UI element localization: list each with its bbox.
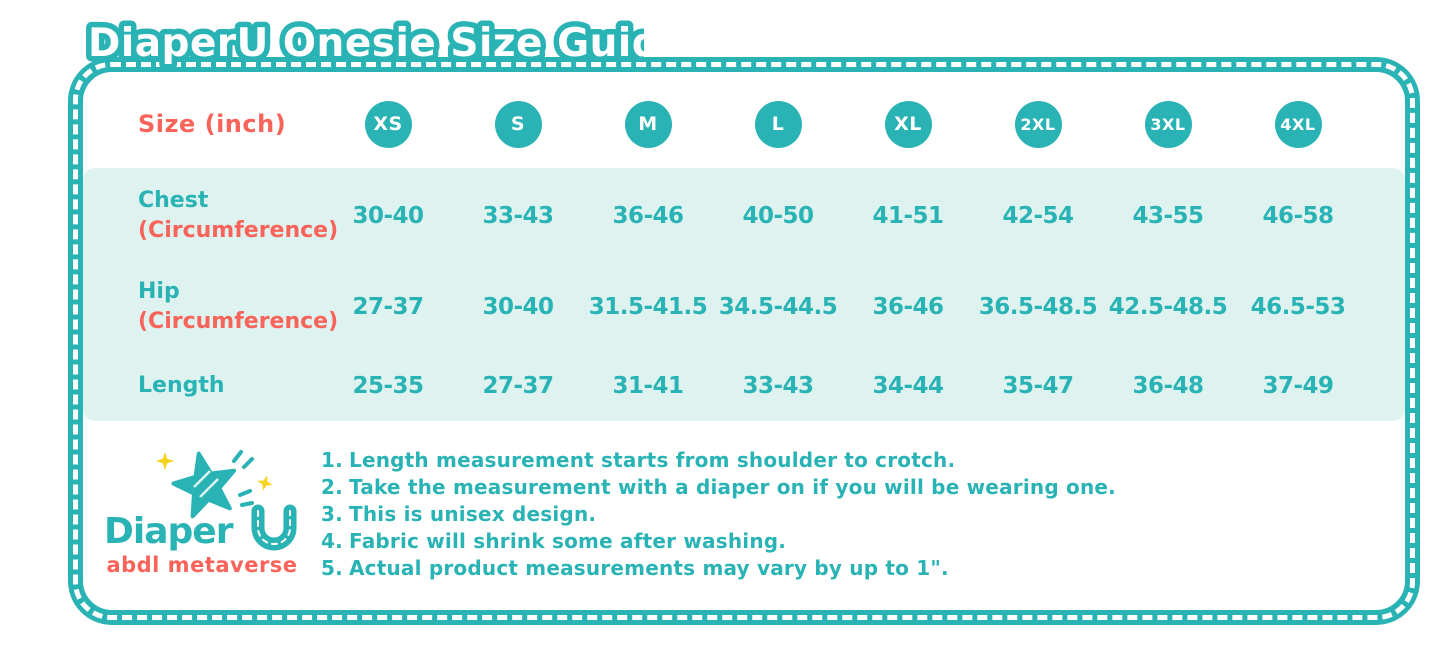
size-badge-2xl: 2XL [1014, 100, 1062, 148]
column-header-s: S [453, 100, 583, 148]
page-title-text: DiaperU Onesie Size Guide [88, 21, 644, 66]
column-header-xl: XL [843, 100, 973, 148]
column-header-l: L [713, 100, 843, 148]
size-badge-xl: XL [884, 100, 932, 148]
chest-value-m: 36-46 [612, 202, 684, 229]
column-header-2xl: 2XL [973, 100, 1103, 148]
brand-name-text: Diaper [104, 511, 234, 552]
board-inner: Size (inch) XS S M L XL 2XL 3XL [83, 72, 1405, 610]
hip-value-xs: 27-37 [352, 294, 424, 320]
row-label-chest: Chest (Circumference) [83, 186, 339, 245]
brand-tagline: abdl metaverse [106, 553, 298, 577]
footer-section: Diaper abdl metaverse 1. Length measurem… [83, 421, 1405, 582]
size-badge-l: L [754, 100, 802, 148]
column-header-m: M [583, 100, 713, 148]
sparkle-dash2-icon [238, 489, 254, 507]
page-title: DiaperU Onesie Size Guide [83, 10, 693, 72]
note-text: Actual product measurements may vary by … [349, 556, 949, 580]
row-label-length: Length [83, 371, 323, 401]
size-badge-xs: XS [364, 100, 412, 148]
chest-value-4xl: 46-58 [1262, 202, 1334, 229]
note-text: Fabric will shrink some after washing. [349, 529, 787, 553]
sparkle-dash-icon [232, 450, 254, 469]
length-value-4xl: 37-49 [1262, 373, 1334, 399]
chest-value-l: 40-50 [742, 202, 814, 229]
hip-value-2xl: 36.5-48.5 [978, 294, 1098, 320]
page-title-svg: DiaperU Onesie Size Guide [83, 16, 693, 72]
hip-value-l: 34.5-44.5 [718, 294, 838, 320]
row-label-length-main: Length [138, 373, 225, 399]
size-badge-3xl: 3XL [1144, 100, 1192, 148]
yellow-star-icon [156, 452, 174, 470]
notes-list: 1. Length measurement starts from should… [321, 445, 1116, 582]
chest-value-xl: 41-51 [872, 202, 944, 229]
chest-value-s: 33-43 [482, 202, 554, 229]
table-row-chest: Chest (Circumference) 30-40 33-43 36-46 … [83, 168, 1405, 263]
note-item-1: 1. Length measurement starts from should… [321, 447, 1116, 474]
length-value-s: 27-37 [482, 373, 554, 399]
chest-value-xs: 30-40 [352, 202, 424, 229]
table-row-length: Length 25-35 27-37 31-41 33-43 34-44 35-… [83, 351, 1405, 421]
note-item-2: 2. Take the measurement with a diaper on… [321, 474, 1116, 501]
yellow-star2-icon [257, 475, 273, 491]
hip-value-s: 30-40 [482, 294, 554, 320]
row-label-chest-sub: (Circumference) [138, 217, 339, 243]
hip-value-m: 31.5-41.5 [588, 294, 708, 320]
length-value-l: 33-43 [742, 373, 814, 399]
size-guide-board: Size (inch) XS S M L XL 2XL 3XL [68, 57, 1420, 625]
note-number: 2. [321, 475, 343, 499]
hip-value-xl: 36-46 [872, 294, 944, 320]
row-label-hip-main: Hip [138, 279, 180, 305]
size-badge-m: M [624, 100, 672, 148]
row-label-chest-main: Chest [138, 187, 209, 213]
size-badge-4xl: 4XL [1274, 100, 1322, 148]
note-item-4: 4. Fabric will shrink some after washing… [321, 528, 1116, 555]
note-number: 5. [321, 556, 343, 580]
row-label-hip: Hip (Circumference) [83, 277, 339, 336]
note-number: 3. [321, 502, 343, 526]
measurements-band: Chest (Circumference) 30-40 33-43 36-46 … [83, 168, 1405, 421]
column-header-4xl: 4XL [1233, 100, 1363, 148]
row-label-hip-sub: (Circumference) [138, 309, 339, 334]
brand-u-icon [251, 504, 297, 551]
note-text: Length measurement starts from shoulder … [349, 448, 956, 472]
length-value-xl: 34-44 [872, 373, 944, 399]
brand-logo-graphic: Diaper [104, 450, 297, 552]
column-header-3xl: 3XL [1103, 100, 1233, 148]
length-value-2xl: 35-47 [1002, 373, 1074, 399]
length-value-xs: 25-35 [352, 373, 424, 399]
note-text: This is unisex design. [349, 502, 597, 526]
note-number: 1. [321, 448, 343, 472]
hip-value-4xl: 46.5-53 [1250, 294, 1346, 320]
brand-logo: Diaper abdl metaverse [83, 445, 321, 582]
chest-value-3xl: 43-55 [1132, 202, 1204, 229]
note-text: Take the measurement with a diaper on if… [349, 475, 1116, 499]
length-value-m: 31-41 [612, 373, 684, 399]
size-unit-label: Size (inch) [138, 110, 287, 138]
length-value-3xl: 36-48 [1132, 373, 1204, 399]
size-badge-s: S [494, 100, 542, 148]
note-number: 4. [321, 529, 343, 553]
hip-value-3xl: 42.5-48.5 [1108, 294, 1228, 320]
table-header-row: Size (inch) XS S M L XL 2XL 3XL [83, 72, 1405, 168]
table-row-hip: Hip (Circumference) 27-37 30-40 31.5-41.… [83, 263, 1405, 351]
star-icon [171, 451, 237, 519]
note-item-5: 5. Actual product measurements may vary … [321, 555, 1116, 582]
column-header-xs: XS [323, 100, 453, 148]
chest-value-2xl: 42-54 [1002, 202, 1074, 229]
note-item-3: 3. This is unisex design. [321, 501, 1116, 528]
